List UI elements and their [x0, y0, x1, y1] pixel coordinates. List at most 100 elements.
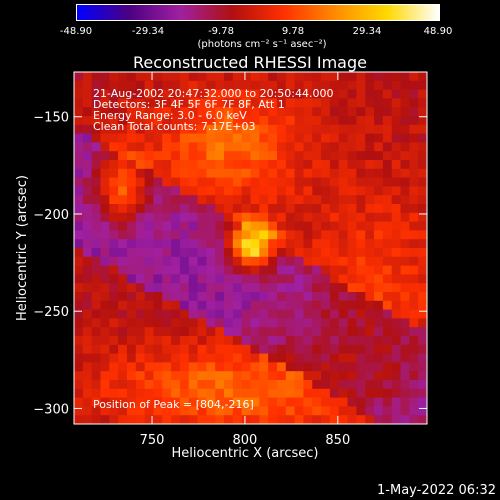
- heatmap-cell: [179, 80, 190, 91]
- heatmap-cell: [171, 344, 181, 355]
- heatmap-cell: [312, 406, 322, 416]
- heatmap-cell: [268, 133, 278, 143]
- heatmap-cell: [391, 256, 402, 267]
- heatmap-cell: [232, 204, 243, 214]
- heatmap-cell: [82, 221, 93, 231]
- heatmap-cell: [109, 239, 119, 249]
- heatmap-cell: [171, 168, 181, 179]
- heatmap-cell: [74, 380, 84, 390]
- heatmap-cell: [206, 204, 216, 214]
- heatmap-cell: [409, 327, 419, 337]
- heatmap-cell: [276, 309, 287, 319]
- heatmap-cell: [391, 124, 402, 135]
- heatmap-cell: [206, 336, 216, 346]
- heatmap-cell: [224, 406, 234, 416]
- heatmap-cell: [215, 80, 225, 91]
- heatmap-cell: [374, 160, 384, 170]
- heatmap-cell: [91, 116, 102, 126]
- heatmap-cell: [179, 98, 190, 108]
- heatmap-cell: [215, 353, 225, 363]
- heatmap-cell: [162, 344, 172, 355]
- heatmap-cell: [409, 283, 419, 293]
- heatmap-cell: [303, 327, 313, 337]
- heatmap-cell: [118, 397, 128, 407]
- heatmap-cell: [82, 124, 93, 135]
- heatmap-cell: [356, 177, 366, 187]
- heatmap-cell: [259, 388, 269, 399]
- heatmap-cell: [321, 204, 331, 214]
- heatmap-cell: [206, 212, 216, 223]
- heatmap-cell: [171, 397, 181, 407]
- heatmap-cell: [312, 388, 322, 399]
- heatmap-cell: [179, 248, 190, 258]
- heatmap-cell: [232, 336, 243, 346]
- heatmap-cell: [74, 212, 84, 223]
- heatmap-cell: [224, 415, 234, 424]
- heatmap-cell: [391, 239, 402, 249]
- heatmap-cell: [100, 98, 110, 108]
- heatmap-cell: [91, 212, 102, 223]
- heatmap-cell: [356, 204, 366, 214]
- heatmap-cell: [109, 300, 119, 311]
- heatmap-cell: [91, 195, 102, 205]
- heatmap-cell: [197, 265, 207, 275]
- heatmap-cell: [329, 265, 340, 275]
- heatmap-cell: [153, 388, 163, 399]
- heatmap-cell: [126, 292, 137, 302]
- y-tick-label: −200: [33, 208, 69, 223]
- heatmap-cell: [268, 309, 278, 319]
- heatmap-cell: [285, 98, 296, 108]
- heatmap-cell: [109, 133, 119, 143]
- heatmap-cell: [118, 204, 128, 214]
- heatmap-cell: [409, 406, 419, 416]
- heatmap-cell: [197, 248, 207, 258]
- heatmap-cell: [303, 415, 313, 424]
- heatmap-cell: [91, 327, 102, 337]
- heatmap-cell: [374, 195, 384, 205]
- heatmap-cell: [365, 256, 375, 267]
- heatmap-cell: [276, 221, 287, 231]
- heatmap-cell: [197, 300, 207, 311]
- heatmap-cell: [285, 380, 296, 390]
- heatmap-cell: [268, 107, 278, 117]
- heatmap-cell: [118, 107, 128, 117]
- heatmap-cell: [135, 98, 146, 108]
- heatmap-cell: [294, 388, 305, 399]
- heatmap-cell: [276, 230, 287, 240]
- heatmap-cell: [241, 353, 252, 363]
- heatmap-cell: [118, 98, 128, 108]
- heatmap-cell: [232, 89, 243, 99]
- heatmap-cell: [224, 344, 234, 355]
- heatmap-cell: [135, 344, 146, 355]
- heatmap-cell: [224, 362, 234, 372]
- heatmap-cell: [374, 89, 384, 99]
- heatmap-cell: [276, 160, 287, 170]
- heatmap-cell: [153, 344, 163, 355]
- heatmap-cell: [374, 133, 384, 143]
- heatmap-cell: [91, 133, 102, 143]
- heatmap-cell: [153, 248, 163, 258]
- heatmap-cell: [356, 212, 366, 223]
- heatmap-cell: [232, 362, 243, 372]
- heatmap-cell: [391, 142, 402, 152]
- heatmap-cell: [144, 89, 155, 99]
- heatmap-cell: [197, 195, 207, 205]
- heatmap-cell: [135, 107, 146, 117]
- heatmap-cell: [153, 336, 163, 346]
- heatmap-cell: [241, 239, 252, 249]
- heatmap-cell: [144, 230, 155, 240]
- heatmap-cell: [268, 239, 278, 249]
- heatmap-cell: [268, 186, 278, 196]
- heatmap-cell: [197, 89, 207, 99]
- heatmap-cell: [356, 124, 366, 135]
- heatmap-cell: [294, 327, 305, 337]
- heatmap-cell: [153, 327, 163, 337]
- heatmap-cell: [215, 239, 225, 249]
- heatmap-cell: [409, 124, 419, 135]
- heatmap-cell: [224, 151, 234, 161]
- heatmap-cell: [409, 415, 419, 424]
- heatmap-cell: [250, 230, 260, 240]
- heatmap-cell: [206, 353, 216, 363]
- heatmap-cell: [409, 397, 419, 407]
- heatmap-cell: [347, 177, 357, 187]
